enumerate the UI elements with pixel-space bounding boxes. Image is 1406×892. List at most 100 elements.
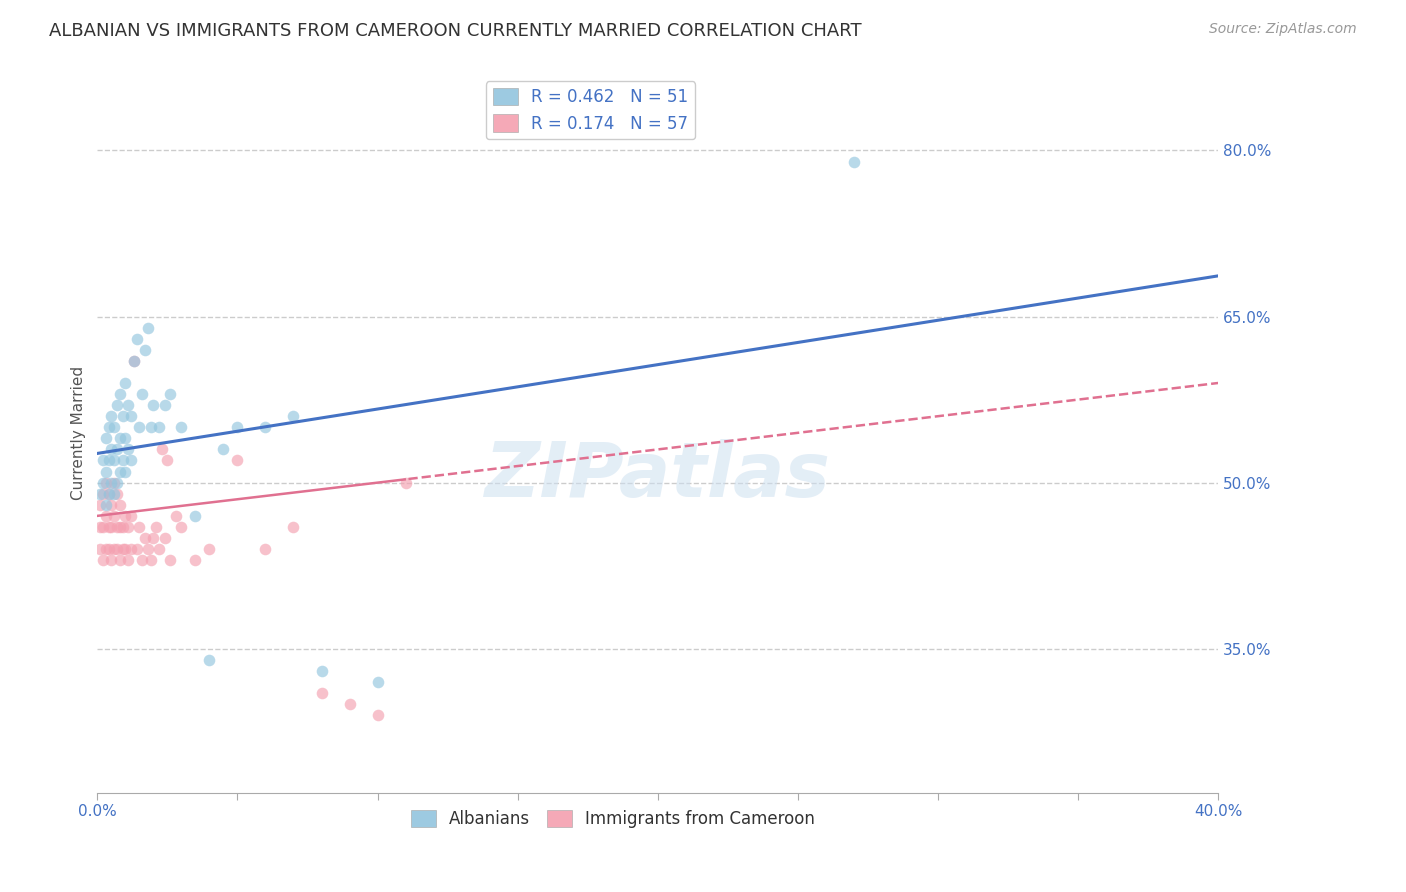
Point: [105, 520, 128, 534]
Point: [170, 420, 193, 434]
Point: [97, 453, 120, 467]
Point: [108, 520, 131, 534]
Point: [184, 553, 207, 567]
Text: ZIPatlas: ZIPatlas: [485, 439, 831, 513]
Point: [117, 442, 139, 457]
Point: [145, 520, 167, 534]
Point: [122, 354, 145, 368]
Point: [97, 486, 120, 500]
Point: [89, 486, 111, 500]
Point: [148, 542, 170, 557]
Point: [128, 420, 150, 434]
Point: [159, 387, 181, 401]
Point: [105, 475, 128, 490]
Point: [105, 542, 128, 557]
Point: [136, 542, 159, 557]
Point: [212, 442, 235, 457]
Point: [91, 553, 114, 567]
Point: [367, 675, 389, 690]
Point: [139, 420, 162, 434]
Text: ALBANIAN VS IMMIGRANTS FROM CAMEROON CURRENTLY MARRIED CORRELATION CHART: ALBANIAN VS IMMIGRANTS FROM CAMEROON CUR…: [49, 22, 862, 40]
Point: [226, 420, 249, 434]
Point: [339, 697, 361, 711]
Point: [122, 354, 145, 368]
Point: [94, 508, 117, 523]
Point: [114, 465, 136, 479]
Point: [283, 409, 305, 424]
Point: [94, 475, 117, 490]
Point: [311, 664, 333, 678]
Point: [97, 486, 120, 500]
Point: [153, 398, 176, 412]
Point: [108, 553, 131, 567]
Point: [394, 475, 416, 490]
Point: [100, 520, 122, 534]
Point: [105, 442, 128, 457]
Point: [94, 542, 117, 557]
Point: [103, 508, 125, 523]
Point: [131, 387, 153, 401]
Point: [117, 520, 139, 534]
Point: [134, 343, 156, 357]
Legend: Albanians, Immigrants from Cameroon: Albanians, Immigrants from Cameroon: [404, 803, 821, 835]
Point: [120, 453, 142, 467]
Point: [100, 553, 122, 567]
Point: [100, 475, 122, 490]
Point: [108, 387, 131, 401]
Point: [100, 442, 122, 457]
Point: [111, 453, 134, 467]
Point: [89, 542, 111, 557]
Point: [198, 653, 221, 667]
Point: [156, 453, 179, 467]
Point: [128, 520, 150, 534]
Point: [111, 409, 134, 424]
Point: [114, 431, 136, 445]
Point: [142, 398, 165, 412]
Point: [136, 320, 159, 334]
Point: [125, 542, 148, 557]
Point: [94, 465, 117, 479]
Point: [148, 420, 170, 434]
Point: [91, 475, 114, 490]
Point: [165, 508, 187, 523]
Point: [198, 542, 221, 557]
Point: [117, 398, 139, 412]
Point: [150, 442, 173, 457]
Point: [114, 376, 136, 390]
Point: [103, 486, 125, 500]
Point: [94, 498, 117, 512]
Point: [226, 453, 249, 467]
Point: [120, 409, 142, 424]
Point: [254, 420, 277, 434]
Point: [108, 431, 131, 445]
Point: [125, 332, 148, 346]
Point: [111, 520, 134, 534]
Point: [114, 508, 136, 523]
Point: [311, 686, 333, 700]
Point: [159, 553, 181, 567]
Point: [114, 542, 136, 557]
Point: [97, 520, 120, 534]
Point: [108, 498, 131, 512]
Point: [91, 486, 114, 500]
Point: [103, 475, 125, 490]
Point: [139, 553, 162, 567]
Point: [91, 520, 114, 534]
Point: [134, 531, 156, 545]
Point: [89, 498, 111, 512]
Point: [111, 542, 134, 557]
Point: [153, 531, 176, 545]
Point: [367, 708, 389, 723]
Point: [100, 498, 122, 512]
Point: [142, 531, 165, 545]
Point: [170, 520, 193, 534]
Point: [91, 453, 114, 467]
Point: [254, 542, 277, 557]
Point: [103, 542, 125, 557]
Point: [842, 154, 865, 169]
Point: [94, 431, 117, 445]
Point: [184, 508, 207, 523]
Point: [120, 508, 142, 523]
Point: [103, 420, 125, 434]
Point: [108, 465, 131, 479]
